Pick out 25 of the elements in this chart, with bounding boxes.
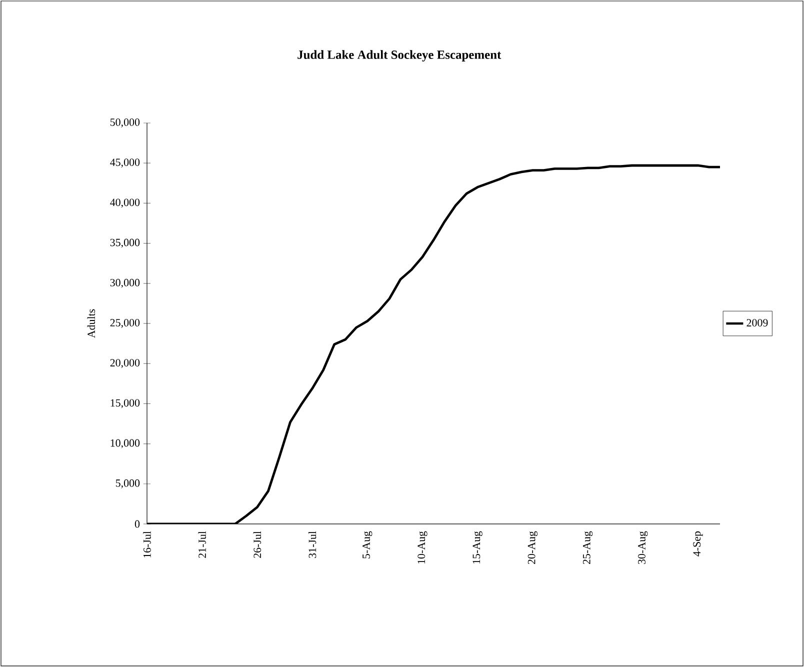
x-tick-label: 21-Jul [198, 531, 206, 558]
y-tick-label: 20,000 [110, 359, 140, 368]
y-axis-title: Adults [87, 309, 96, 338]
x-tick-label: 16-Jul [143, 531, 151, 558]
x-tick-label: 5-Aug [362, 531, 372, 558]
y-tick-label: 50,000 [110, 118, 140, 128]
x-tick-label: 15-Aug [472, 531, 482, 564]
x-tick-label: 31-Jul [308, 531, 316, 558]
legend-label: 2009 [746, 319, 768, 326]
y-tick-label: 5,000 [116, 479, 140, 488]
y-tick-label: 10,000 [110, 439, 140, 448]
chart-title: Judd Lake Adult Sockeye Escapement [298, 50, 502, 62]
y-tick-label: 0 [134, 520, 140, 528]
x-tick-label: 10-Aug [418, 531, 428, 564]
x-tick-label: 26-Jul [253, 531, 262, 558]
y-tick-label: 25,000 [110, 319, 140, 328]
x-tick-label: 4-Sep [693, 531, 703, 556]
y-tick-label: 40,000 [110, 198, 140, 208]
y-tick-label: 45,000 [110, 158, 140, 168]
y-tick-label: 35,000 [110, 238, 140, 248]
y-tick-label: 30,000 [110, 278, 140, 288]
x-tick-label: 30-Aug [638, 531, 648, 564]
x-tick-label: 25-Aug [582, 531, 593, 564]
x-tick-label: 20-Aug [528, 531, 538, 564]
y-tick-label: 15,000 [110, 399, 140, 408]
